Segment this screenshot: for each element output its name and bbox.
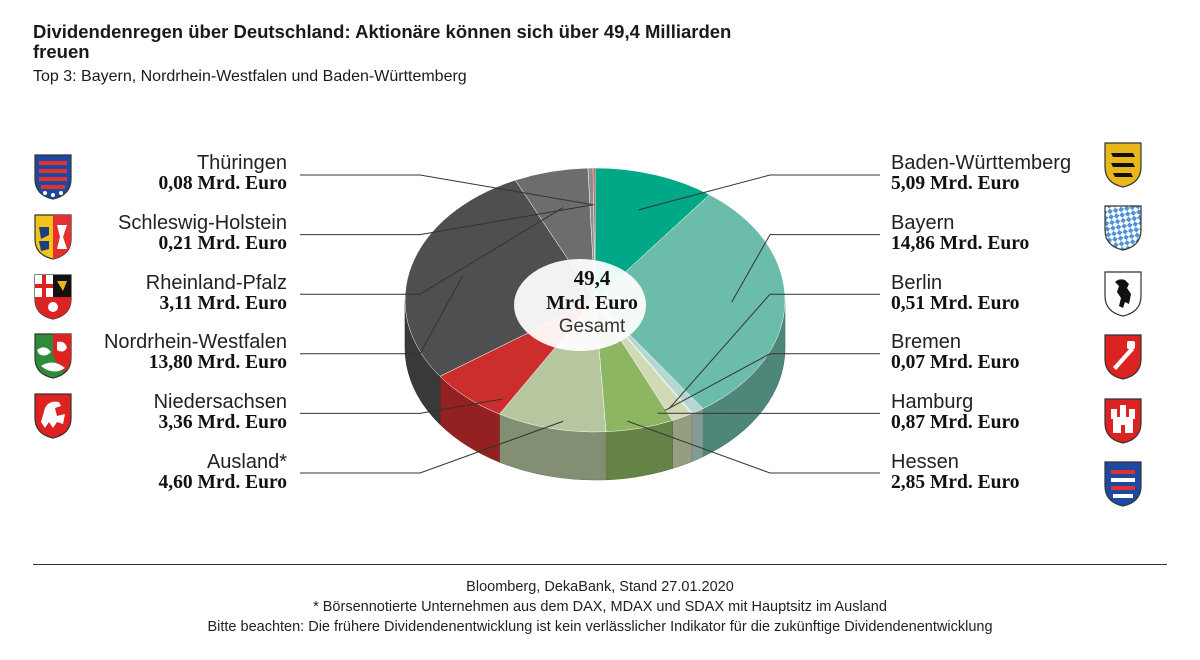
label-name: Hessen bbox=[891, 451, 959, 473]
label-value: 4,60 Mrd. Euro bbox=[158, 472, 287, 493]
footnote: * Börsennotierte Unternehmen aus dem DAX… bbox=[313, 599, 887, 615]
bayern-crest-icon bbox=[1104, 205, 1142, 251]
label-name: Bayern bbox=[891, 212, 955, 234]
label-bayern: Bayern 14,86 Mrd. Euro bbox=[891, 213, 1191, 254]
nordrhein-westfalen-crest-icon bbox=[34, 333, 72, 379]
bremen-crest-icon bbox=[1104, 334, 1142, 380]
label-name: Schleswig-Holstein bbox=[118, 212, 287, 234]
label-hessen: Hessen 2,85 Mrd. Euro bbox=[891, 452, 1191, 493]
label-hamburg: Hamburg 0,87 Mrd. Euro bbox=[891, 392, 1191, 433]
source-note: Bloomberg, DekaBank, Stand 27.01.2020 bbox=[466, 579, 734, 595]
disclaimer: Bitte beachten: Die frühere Dividendenen… bbox=[207, 619, 993, 635]
pie-sides bbox=[404, 299, 786, 481]
pie-side-berlin bbox=[692, 408, 704, 462]
leader-line-nordrhein-westfalen bbox=[300, 275, 464, 355]
baden-wuerttemberg-crest-icon bbox=[1104, 142, 1142, 188]
leader-line-th-ringen bbox=[300, 174, 595, 206]
chart-subtitle: Top 3: Bayern, Nordrhein-Westfalen und B… bbox=[33, 68, 467, 85]
leader-lines bbox=[300, 174, 880, 474]
pie-top bbox=[404, 167, 786, 433]
footer-divider bbox=[33, 564, 1167, 565]
label-name: Baden-Württemberg bbox=[891, 152, 1072, 174]
label-name: Rheinland-Pfalz bbox=[145, 272, 287, 294]
label-value: 0,08 Mrd. Euro bbox=[158, 173, 287, 194]
label-rheinland-pfalz: Rheinland-Pfalz 3,11 Mrd. Euro bbox=[0, 273, 287, 314]
leader-line-bayern bbox=[731, 234, 880, 303]
leader-line-schleswig-holstein bbox=[300, 204, 592, 236]
label-name: Ausland* bbox=[206, 451, 287, 473]
pie-slice-th-ringen bbox=[592, 167, 596, 301]
leader-line-niedersachsen bbox=[300, 398, 503, 414]
label-value: 2,85 Mrd. Euro bbox=[891, 472, 1020, 493]
leader-line-hessen bbox=[627, 420, 880, 474]
label-baden-wuerttemberg: Baden-Württemberg 5,09 Mrd. Euro bbox=[891, 153, 1191, 194]
label-niedersachsen: Niedersachsen 3,36 Mrd. Euro bbox=[0, 392, 287, 433]
label-thueringen: Thüringen 0,08 Mrd. Euro bbox=[0, 153, 287, 194]
label-value: 0,07 Mrd. Euro bbox=[891, 352, 1020, 373]
label-schleswig-holstein: Schleswig-Holstein 0,21 Mrd. Euro bbox=[0, 213, 287, 254]
label-nordrhein-westfalen: Nordrhein-Westfalen 13,80 Mrd. Euro bbox=[0, 332, 287, 373]
label-berlin: Berlin 0,51 Mrd. Euro bbox=[891, 273, 1191, 314]
leader-line-rheinland-pfalz bbox=[300, 207, 564, 295]
rheinland-pfalz-crest-icon bbox=[34, 274, 72, 320]
leader-line-berlin bbox=[668, 293, 880, 410]
label-ausland: Ausland* 4,60 Mrd. Euro bbox=[0, 452, 287, 493]
chart-title: Dividendenregen über Deutschland: Aktion… bbox=[33, 21, 732, 62]
label-name: Berlin bbox=[891, 272, 943, 294]
berlin-crest-icon bbox=[1104, 271, 1142, 317]
niedersachsen-crest-icon bbox=[34, 393, 72, 439]
label-name: Hamburg bbox=[891, 391, 974, 413]
leader-line-bremen bbox=[664, 353, 880, 411]
label-name: Nordrhein-Westfalen bbox=[103, 331, 287, 353]
schleswig-holstein-crest-icon bbox=[34, 214, 72, 260]
label-value: 13,80 Mrd. Euro bbox=[148, 352, 287, 373]
center-label: Gesamt bbox=[559, 316, 626, 337]
label-value: 0,87 Mrd. Euro bbox=[891, 412, 1020, 433]
label-value: 3,11 Mrd. Euro bbox=[159, 293, 287, 314]
label-name: Bremen bbox=[891, 331, 962, 353]
pie-chart: 49,4 Mrd. Euro Gesamt bbox=[300, 167, 880, 481]
hessen-crest-icon bbox=[1104, 461, 1142, 507]
label-value: 0,51 Mrd. Euro bbox=[891, 293, 1020, 314]
label-name: Thüringen bbox=[196, 152, 287, 174]
leader-line-ausland bbox=[300, 420, 564, 474]
label-value: 5,09 Mrd. Euro bbox=[891, 173, 1020, 194]
label-value: 3,36 Mrd. Euro bbox=[158, 412, 287, 433]
center-unit: Mrd. Euro bbox=[546, 292, 638, 314]
label-value: 0,21 Mrd. Euro bbox=[158, 233, 287, 254]
label-value: 14,86 Mrd. Euro bbox=[891, 233, 1030, 254]
thueringen-crest-icon bbox=[34, 154, 72, 200]
pie-slice-bayern bbox=[594, 194, 786, 409]
label-bremen: Bremen 0,07 Mrd. Euro bbox=[891, 332, 1191, 373]
center-total: 49,4 bbox=[574, 266, 611, 290]
leader-line-baden-w-rttemberg bbox=[638, 174, 880, 211]
center-ellipse bbox=[514, 259, 646, 351]
hamburg-crest-icon bbox=[1104, 398, 1142, 444]
label-name: Niedersachsen bbox=[153, 391, 287, 413]
